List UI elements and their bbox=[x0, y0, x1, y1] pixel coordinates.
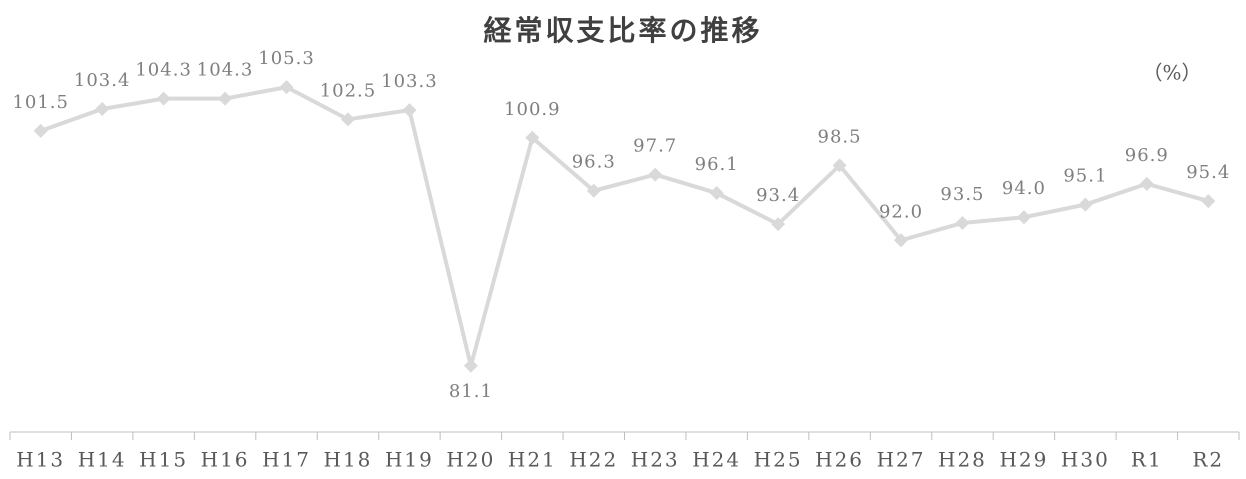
value-label: 95.4 bbox=[1186, 162, 1230, 183]
x-tick-label: R2 bbox=[1192, 448, 1224, 472]
x-tick-label: H17 bbox=[262, 448, 311, 472]
x-tick-label: H16 bbox=[201, 448, 250, 472]
marker bbox=[1139, 176, 1154, 191]
x-tick-label: H20 bbox=[446, 448, 495, 472]
value-label: 93.4 bbox=[756, 185, 800, 206]
marker bbox=[340, 112, 355, 127]
marker bbox=[771, 217, 786, 232]
marker bbox=[279, 80, 294, 95]
marker bbox=[218, 91, 233, 106]
x-tick-label: H28 bbox=[938, 448, 987, 472]
marker bbox=[33, 123, 48, 138]
unit-label: （%） bbox=[1142, 61, 1201, 85]
marker bbox=[95, 101, 110, 116]
marker bbox=[894, 233, 909, 248]
value-label: 98.5 bbox=[818, 126, 862, 147]
marker bbox=[402, 103, 417, 118]
x-tick-label: H22 bbox=[569, 448, 618, 472]
marker bbox=[586, 183, 601, 198]
value-label: 93.5 bbox=[940, 184, 984, 205]
value-label: 105.3 bbox=[258, 48, 315, 69]
value-label: 100.9 bbox=[504, 99, 561, 120]
marker bbox=[156, 91, 171, 106]
marker bbox=[832, 158, 847, 173]
chart-title: 経常収支比率の推移 bbox=[483, 14, 762, 47]
data-line bbox=[40, 85, 1209, 367]
x-tick-label: H29 bbox=[999, 448, 1048, 472]
x-tick-label: H15 bbox=[139, 448, 188, 472]
marker bbox=[1201, 194, 1216, 209]
value-label: 96.9 bbox=[1125, 145, 1169, 166]
marker bbox=[648, 167, 663, 182]
x-tick-label: H21 bbox=[508, 448, 557, 472]
value-label: 92.0 bbox=[879, 201, 923, 222]
value-label: 104.3 bbox=[197, 60, 254, 81]
x-tick-label: H24 bbox=[692, 448, 741, 472]
x-tick-label: H19 bbox=[385, 448, 434, 472]
x-tick-label: H13 bbox=[16, 448, 65, 472]
value-label: 95.1 bbox=[1063, 166, 1107, 187]
marker bbox=[709, 186, 724, 201]
marker bbox=[1016, 210, 1031, 225]
x-tick-label: H23 bbox=[631, 448, 680, 472]
value-label: 101.5 bbox=[12, 92, 69, 113]
marker bbox=[955, 215, 970, 230]
value-label: 96.1 bbox=[695, 154, 739, 175]
value-label: 103.4 bbox=[74, 70, 131, 91]
x-tick-label: H18 bbox=[324, 448, 373, 472]
x-tick-label: R1 bbox=[1131, 448, 1163, 472]
value-label: 103.3 bbox=[381, 71, 438, 92]
marker bbox=[525, 130, 540, 145]
value-label: 104.3 bbox=[135, 60, 192, 81]
value-label: 81.1 bbox=[449, 381, 493, 402]
x-tick-label: H30 bbox=[1061, 448, 1110, 472]
marker bbox=[463, 358, 478, 373]
value-label: 97.7 bbox=[633, 136, 677, 157]
x-tick-label: H26 bbox=[815, 448, 864, 472]
value-label: 102.5 bbox=[320, 80, 377, 101]
x-tick-label: H14 bbox=[78, 448, 127, 472]
x-tick-label: H27 bbox=[877, 448, 926, 472]
value-label: 94.0 bbox=[1002, 178, 1046, 199]
x-tick-label: H25 bbox=[754, 448, 803, 472]
value-label: 96.3 bbox=[572, 152, 616, 173]
marker bbox=[1078, 197, 1093, 212]
